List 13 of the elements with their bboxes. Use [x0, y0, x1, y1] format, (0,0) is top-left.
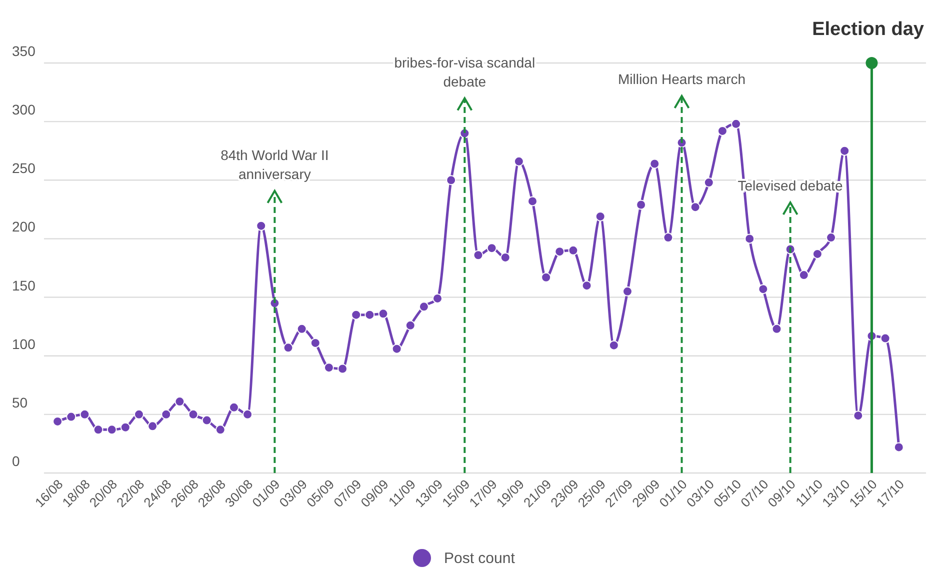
legend-label: Post count	[444, 550, 516, 567]
y-tick-label: 250	[12, 160, 36, 176]
ref-line-label: 84th World War II anniversary	[220, 146, 329, 182]
y-tick-label: 0	[12, 453, 20, 469]
y-tick-label: 150	[12, 277, 36, 294]
y-tick-label: 100	[12, 336, 36, 352]
ref-line-label: bribes-for-visa scandal debate	[394, 54, 536, 90]
y-tick-label: 200	[12, 218, 36, 235]
ref-line-label: Election day	[812, 19, 924, 40]
y-tick-label: 350	[12, 43, 36, 59]
y-tick-label: 50	[12, 394, 28, 410]
y-tick-label: 300	[12, 102, 36, 118]
ref-line-label: Million Hearts march	[618, 70, 746, 87]
